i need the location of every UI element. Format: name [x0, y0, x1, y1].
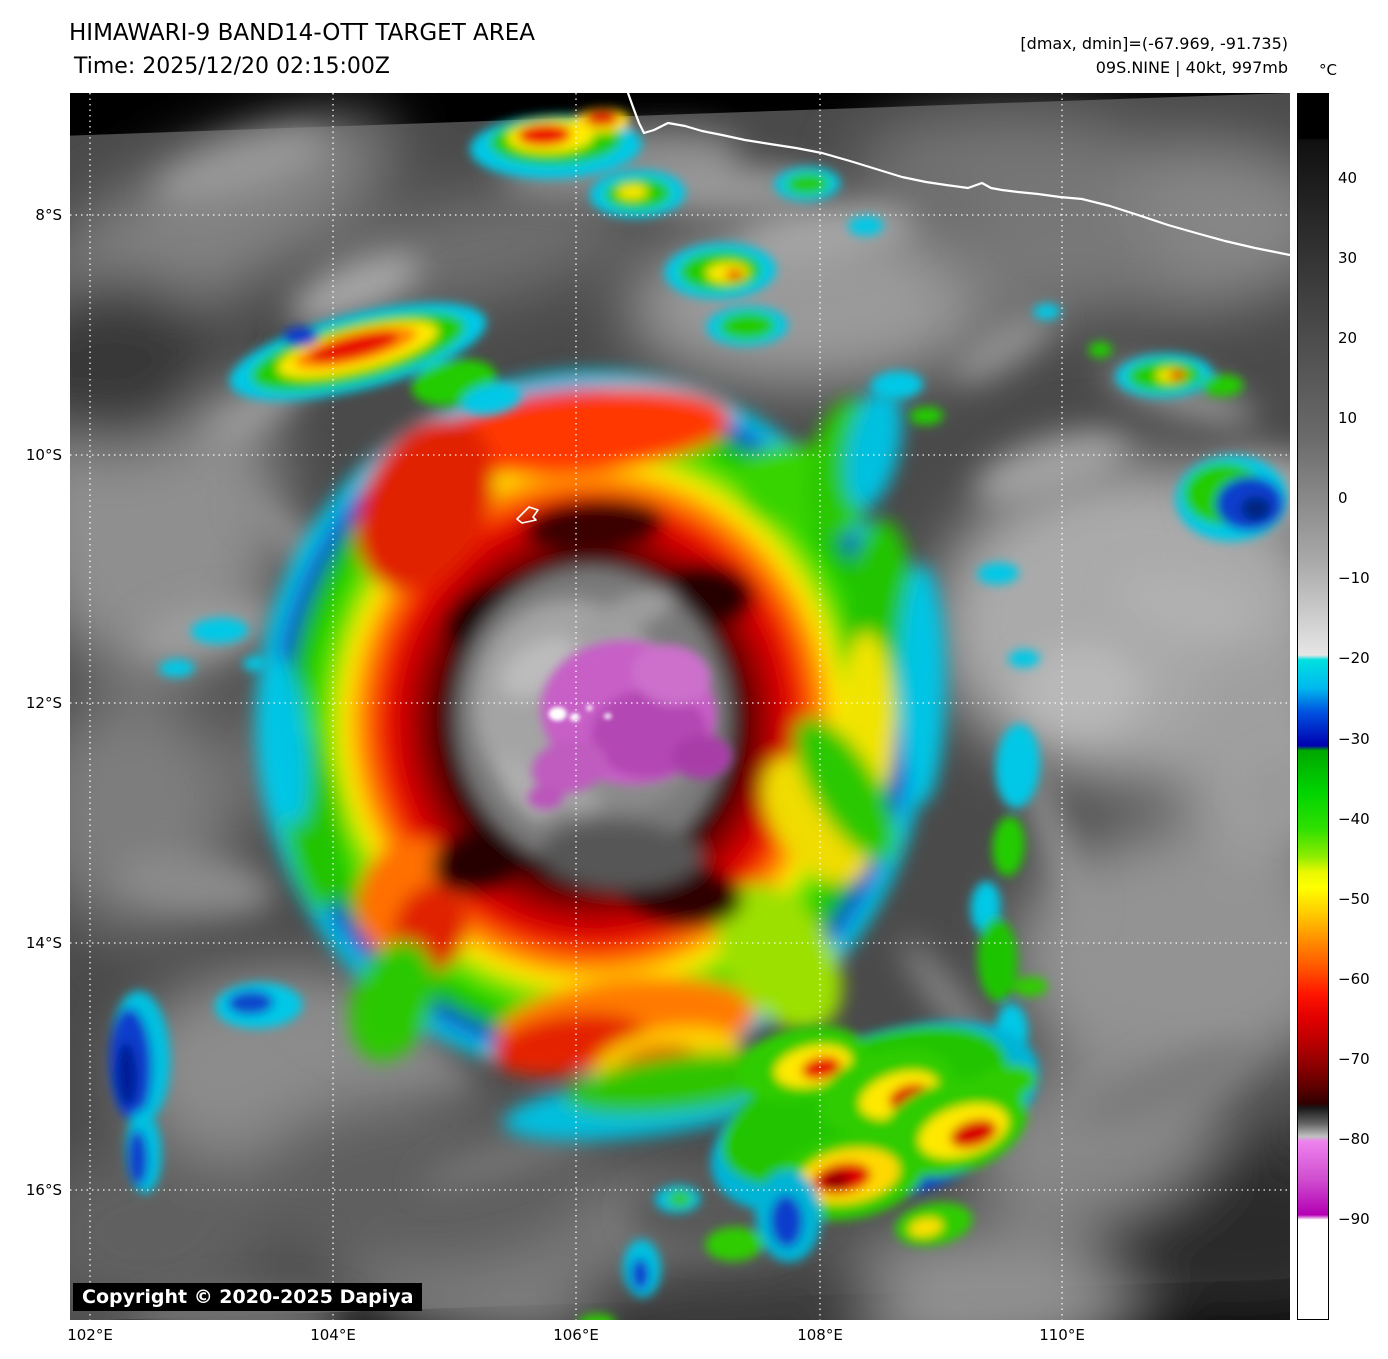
- lat-label-10s: 10°S: [25, 446, 62, 464]
- lat-label-8s: 8°S: [35, 206, 62, 224]
- storm-position-marker: [516, 506, 539, 524]
- satellite-data-swath: [70, 93, 1290, 1320]
- peripheral-convection: [109, 108, 1288, 1320]
- lon-label-108e: 108°E: [797, 1326, 843, 1344]
- colorbar-tick-0: 0: [1338, 489, 1348, 507]
- colorbar-tick-m80: −80: [1338, 1130, 1370, 1148]
- colorbar-tick-30: 30: [1338, 249, 1358, 267]
- coldest-tops-magenta: [527, 640, 733, 810]
- plot-time: Time: 2025/12/20 02:15:00Z: [74, 54, 390, 79]
- lon-label-110e: 110°E: [1039, 1326, 1085, 1344]
- colorbar-unit-label: °C: [1319, 61, 1337, 79]
- colorbar-tick-m60: −60: [1338, 970, 1370, 988]
- colorbar-tick-m90: −90: [1338, 1210, 1370, 1228]
- lon-label-104e: 104°E: [310, 1326, 356, 1344]
- satellite-image: [70, 93, 1290, 1320]
- dmax-dmin-readout: [dmax, dmin]=(-67.969, -91.735): [1020, 34, 1288, 53]
- lon-label-102e: 102°E: [67, 1326, 113, 1344]
- colorbar-tick-40: 40: [1338, 169, 1358, 187]
- copyright-badge: Copyright © 2020-2025 Dapiya: [73, 1283, 423, 1311]
- colorbar-tick-20: 20: [1338, 329, 1358, 347]
- lon-label-106e: 106°E: [553, 1326, 599, 1344]
- colorbar: [1297, 93, 1329, 1320]
- plot-title: HIMAWARI-9 BAND14-OTT TARGET AREA: [69, 20, 536, 46]
- map-grid-overlay: [70, 93, 1290, 1320]
- lat-label-14s: 14°S: [25, 934, 62, 952]
- map-area: Copyright © 2020-2025 Dapiya: [70, 93, 1290, 1320]
- lat-label-16s: 16°S: [25, 1181, 62, 1199]
- storm-info: 09S.NINE | 40kt, 997mb: [1095, 58, 1288, 77]
- colorbar-tick-m20: −20: [1338, 649, 1370, 667]
- coastline: [626, 93, 1290, 257]
- colorbar-tick-10: 10: [1338, 409, 1358, 427]
- lat-label-12s: 12°S: [25, 694, 62, 712]
- sub-minus90-specks: [548, 704, 612, 722]
- colorbar-tick-m50: −50: [1338, 890, 1370, 908]
- colorbar-tick-m30: −30: [1338, 730, 1370, 748]
- colorbar-tick-m10: −10: [1338, 569, 1370, 587]
- colorbar-tick-m70: −70: [1338, 1050, 1370, 1068]
- colorbar-tick-m40: −40: [1338, 810, 1370, 828]
- gridlines: [70, 93, 1290, 1320]
